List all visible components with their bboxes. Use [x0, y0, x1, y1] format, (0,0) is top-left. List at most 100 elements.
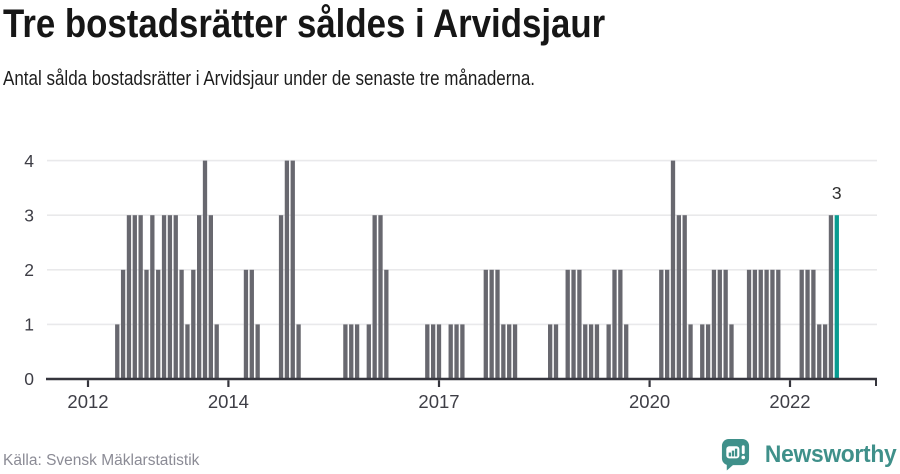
bar: [776, 269, 781, 379]
bar: [588, 324, 594, 379]
x-axis: [46, 377, 877, 387]
bar: [185, 324, 190, 379]
bar: [676, 215, 681, 379]
newsworthy-wordmark: Newsworthy: [764, 440, 897, 468]
bar: [606, 324, 611, 379]
newsworthy-logo: Newsworthy: [720, 438, 896, 471]
y-tick-label: 4: [24, 151, 34, 171]
bar: [665, 269, 670, 379]
bar: [553, 324, 559, 379]
bar: [366, 324, 371, 379]
bar: [746, 269, 752, 379]
bar: [372, 215, 377, 379]
bar: [296, 324, 301, 379]
bar: [249, 269, 254, 379]
newsworthy-badge-icon: [721, 439, 749, 471]
bar: [197, 215, 202, 379]
bar: [594, 324, 600, 379]
bar: [729, 324, 734, 379]
bar: [278, 215, 284, 379]
bar: [448, 324, 453, 379]
bar: [670, 160, 676, 379]
y-tick-label: 3: [24, 205, 34, 225]
bar: [384, 269, 389, 379]
bar: [126, 215, 132, 379]
y-tick-label: 1: [24, 315, 34, 335]
bar: [764, 269, 769, 379]
bar: [489, 269, 494, 379]
bar: [805, 269, 810, 379]
bar: [132, 215, 137, 379]
bar: [255, 324, 260, 379]
value-label: 3: [832, 183, 842, 203]
bar: [425, 324, 430, 379]
bar: [343, 324, 348, 379]
bar: [138, 215, 143, 379]
bar: [612, 269, 617, 379]
bar: [659, 269, 664, 379]
bar: [150, 215, 155, 379]
bar: [115, 324, 120, 379]
bar: [583, 324, 588, 379]
bar: [688, 324, 693, 379]
bar: [682, 215, 687, 379]
bar: [179, 269, 184, 379]
bar: [173, 215, 178, 379]
bar: [571, 269, 576, 379]
y-tick-label: 0: [24, 369, 34, 389]
page-title: Tre bostadsrätter såldes i Arvidsjaur: [3, 2, 606, 46]
bar: [548, 324, 553, 379]
bar: [436, 324, 442, 379]
bar: [501, 324, 506, 379]
x-tick-label: 2014: [208, 391, 249, 412]
bars: [115, 160, 839, 379]
bar: [705, 324, 711, 379]
highlighted-bar: [834, 215, 839, 379]
bar: [828, 215, 834, 379]
bar: [624, 324, 629, 379]
bar: [799, 269, 804, 379]
bar: [349, 324, 354, 379]
bar: [290, 160, 295, 379]
bar: [577, 269, 582, 379]
bar: [460, 324, 465, 379]
bar: [723, 269, 728, 379]
bar: [202, 160, 208, 379]
bar: [243, 269, 249, 379]
bar: [507, 324, 512, 379]
x-tick-label: 2022: [769, 391, 810, 412]
bar: [565, 269, 570, 379]
x-tick-label: 2012: [67, 391, 108, 412]
bar: [483, 269, 488, 379]
bar: [191, 269, 196, 379]
bar: [161, 215, 167, 379]
axis-labels: 2012 2014 2017 2020 2022 0 1 2 3 4: [24, 151, 810, 412]
bar: [817, 324, 822, 379]
bar: [378, 215, 383, 379]
bar: [214, 324, 219, 379]
bar: [495, 269, 500, 379]
bar: [717, 269, 722, 379]
bar: [454, 324, 459, 379]
x-tick-label: 2017: [418, 391, 459, 412]
bar: [752, 269, 758, 379]
bar: [156, 269, 161, 379]
bar: [167, 215, 173, 379]
bar: [144, 269, 149, 379]
bar: [208, 215, 213, 379]
bar: [822, 324, 828, 379]
bar: [758, 269, 763, 379]
bar: [811, 269, 816, 379]
bar: [354, 324, 360, 379]
y-tick-label: 2: [24, 260, 34, 280]
source-caption: Källa: Svensk Mäklarstatistik: [3, 452, 200, 469]
bar: [431, 324, 436, 379]
bar: [700, 324, 705, 379]
x-tick-label: 2020: [629, 391, 670, 412]
bar: [770, 269, 775, 379]
bar: [284, 160, 290, 379]
bar: [711, 269, 717, 379]
bar: [512, 324, 518, 379]
